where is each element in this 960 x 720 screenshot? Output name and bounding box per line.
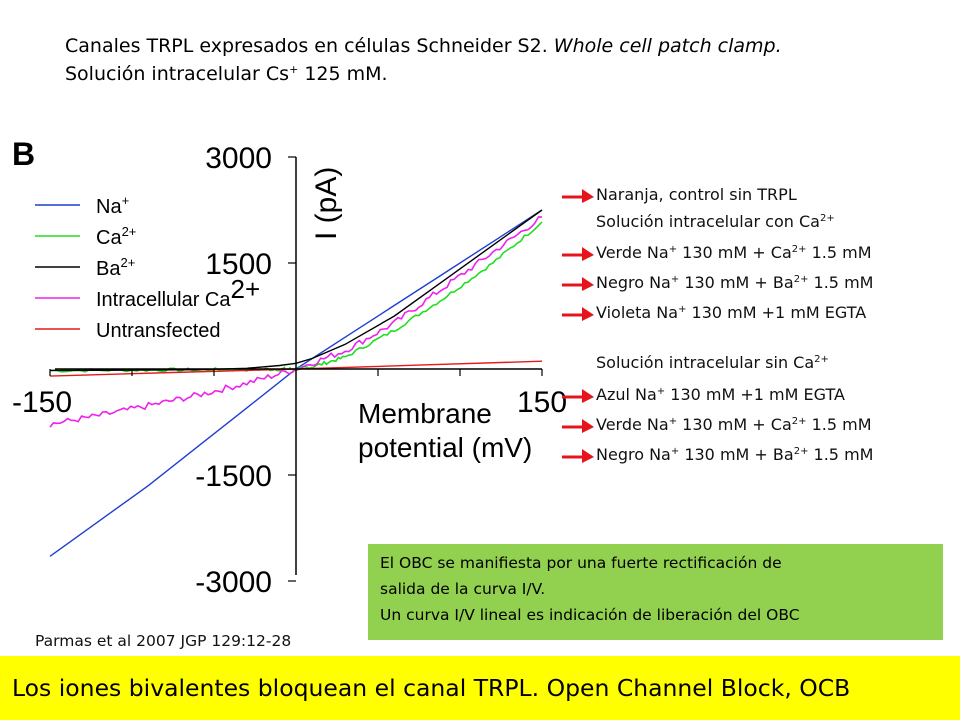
bottom-banner: Los iones bivalentes bloquean el canal T… <box>0 656 960 720</box>
y-tick-label: 1500 <box>205 248 272 281</box>
red-arrow-icon <box>562 307 594 321</box>
title-text-2: Solución intracelular Cs <box>65 63 290 85</box>
note-text: Negro Na+ 130 mM + Ba2+ 1.5 mM <box>596 445 874 464</box>
conclusion-box: El OBC se manifiesta por una fuerte rect… <box>368 544 943 640</box>
y-tick-label: -3000 <box>195 566 272 599</box>
x-axis-label-line2: potential (mV) <box>358 432 532 463</box>
red-arrow-icon <box>562 419 594 433</box>
red-arrow-icon <box>562 189 594 203</box>
note-text: Verde Na+ 130 mM + Ca2+ 1.5 mM <box>596 415 872 434</box>
axes <box>49 156 543 582</box>
y-tick-label: -1500 <box>195 460 272 493</box>
title-text-3: 125 mM. <box>298 63 388 85</box>
title-line-1: Canales TRPL expresados en células Schne… <box>65 32 925 60</box>
title-superscript: + <box>289 63 299 76</box>
legend-entry: Untransfected <box>96 320 221 342</box>
series-line-ba <box>49 209 543 372</box>
legend-entry: Ba2+ <box>96 255 135 280</box>
red-arrow-icon <box>562 389 594 403</box>
tick-labels: 3000 1500 -1500 -3000 -150 150 <box>12 142 567 599</box>
y-tick-label: 3000 <box>205 142 272 175</box>
x-tick-label: -150 <box>12 386 72 419</box>
note-text: Naranja, control sin TRPL <box>596 185 797 204</box>
note-text: Verde Na+ 130 mM + Ca2+ 1.5 mM <box>596 243 872 262</box>
panel-label: B <box>12 136 35 172</box>
y-axis-label: I (pA) <box>310 167 343 240</box>
note-text: Violeta Na+ 130 mM +1 mM EGTA <box>596 303 867 322</box>
title-italic-text: Whole cell patch clamp. <box>553 35 782 57</box>
conclusion-line-1: El OBC se manifiesta por una fuerte rect… <box>380 554 782 572</box>
note-text: Azul Na+ 130 mM +1 mM EGTA <box>596 385 845 404</box>
red-arrow-icon <box>562 247 594 261</box>
iv-curve-chart: B Na+Ca2+Ba2+Intracellular Ca2+Untransfe… <box>12 136 567 599</box>
note-text: Solución intracelular sin Ca2+ <box>596 353 829 372</box>
conclusion-line-3: Un curva I/V lineal es indicación de lib… <box>380 606 800 624</box>
red-arrow-icon <box>562 449 594 463</box>
citation: Parmas et al 2007 JGP 129:12-28 <box>35 632 292 650</box>
legend-entry: Na+ <box>96 193 129 218</box>
x-axis-label-line1: Membrane <box>358 398 492 429</box>
legend-entry: Ca2+ <box>96 224 136 249</box>
slide-title: Canales TRPL expresados en células Schne… <box>65 32 925 88</box>
red-arrow-icon <box>562 277 594 291</box>
x-tick-label: 150 <box>517 386 567 419</box>
title-text: Canales TRPL expresados en células Schne… <box>65 35 554 57</box>
conclusion-line-2: salida de la curva I/V. <box>380 580 546 598</box>
note-text: Negro Na+ 130 mM + Ba2+ 1.5 mM <box>596 273 874 292</box>
title-line-2: Solución intracelular Cs+ 125 mM. <box>65 60 925 88</box>
note-text: Solución intracelular con Ca2+ <box>596 212 835 231</box>
